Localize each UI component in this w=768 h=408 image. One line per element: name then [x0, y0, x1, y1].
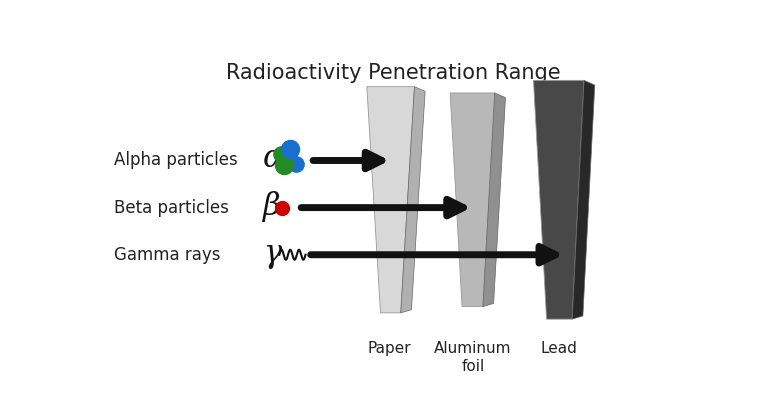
Text: Lead: Lead [541, 341, 578, 356]
Text: Beta particles: Beta particles [114, 199, 229, 217]
Text: β: β [263, 191, 280, 222]
Polygon shape [401, 86, 425, 313]
Polygon shape [572, 80, 594, 319]
Polygon shape [534, 80, 584, 319]
Text: Paper: Paper [367, 341, 411, 356]
Text: Aluminum
foil: Aluminum foil [434, 341, 511, 374]
Text: Gamma rays: Gamma rays [114, 246, 220, 264]
Text: Radioactivity Penetration Range: Radioactivity Penetration Range [227, 63, 561, 83]
Text: γ: γ [263, 238, 281, 268]
Polygon shape [483, 93, 505, 306]
Polygon shape [367, 86, 415, 313]
Polygon shape [450, 93, 495, 306]
Text: α: α [263, 144, 283, 174]
Text: Alpha particles: Alpha particles [114, 151, 237, 169]
